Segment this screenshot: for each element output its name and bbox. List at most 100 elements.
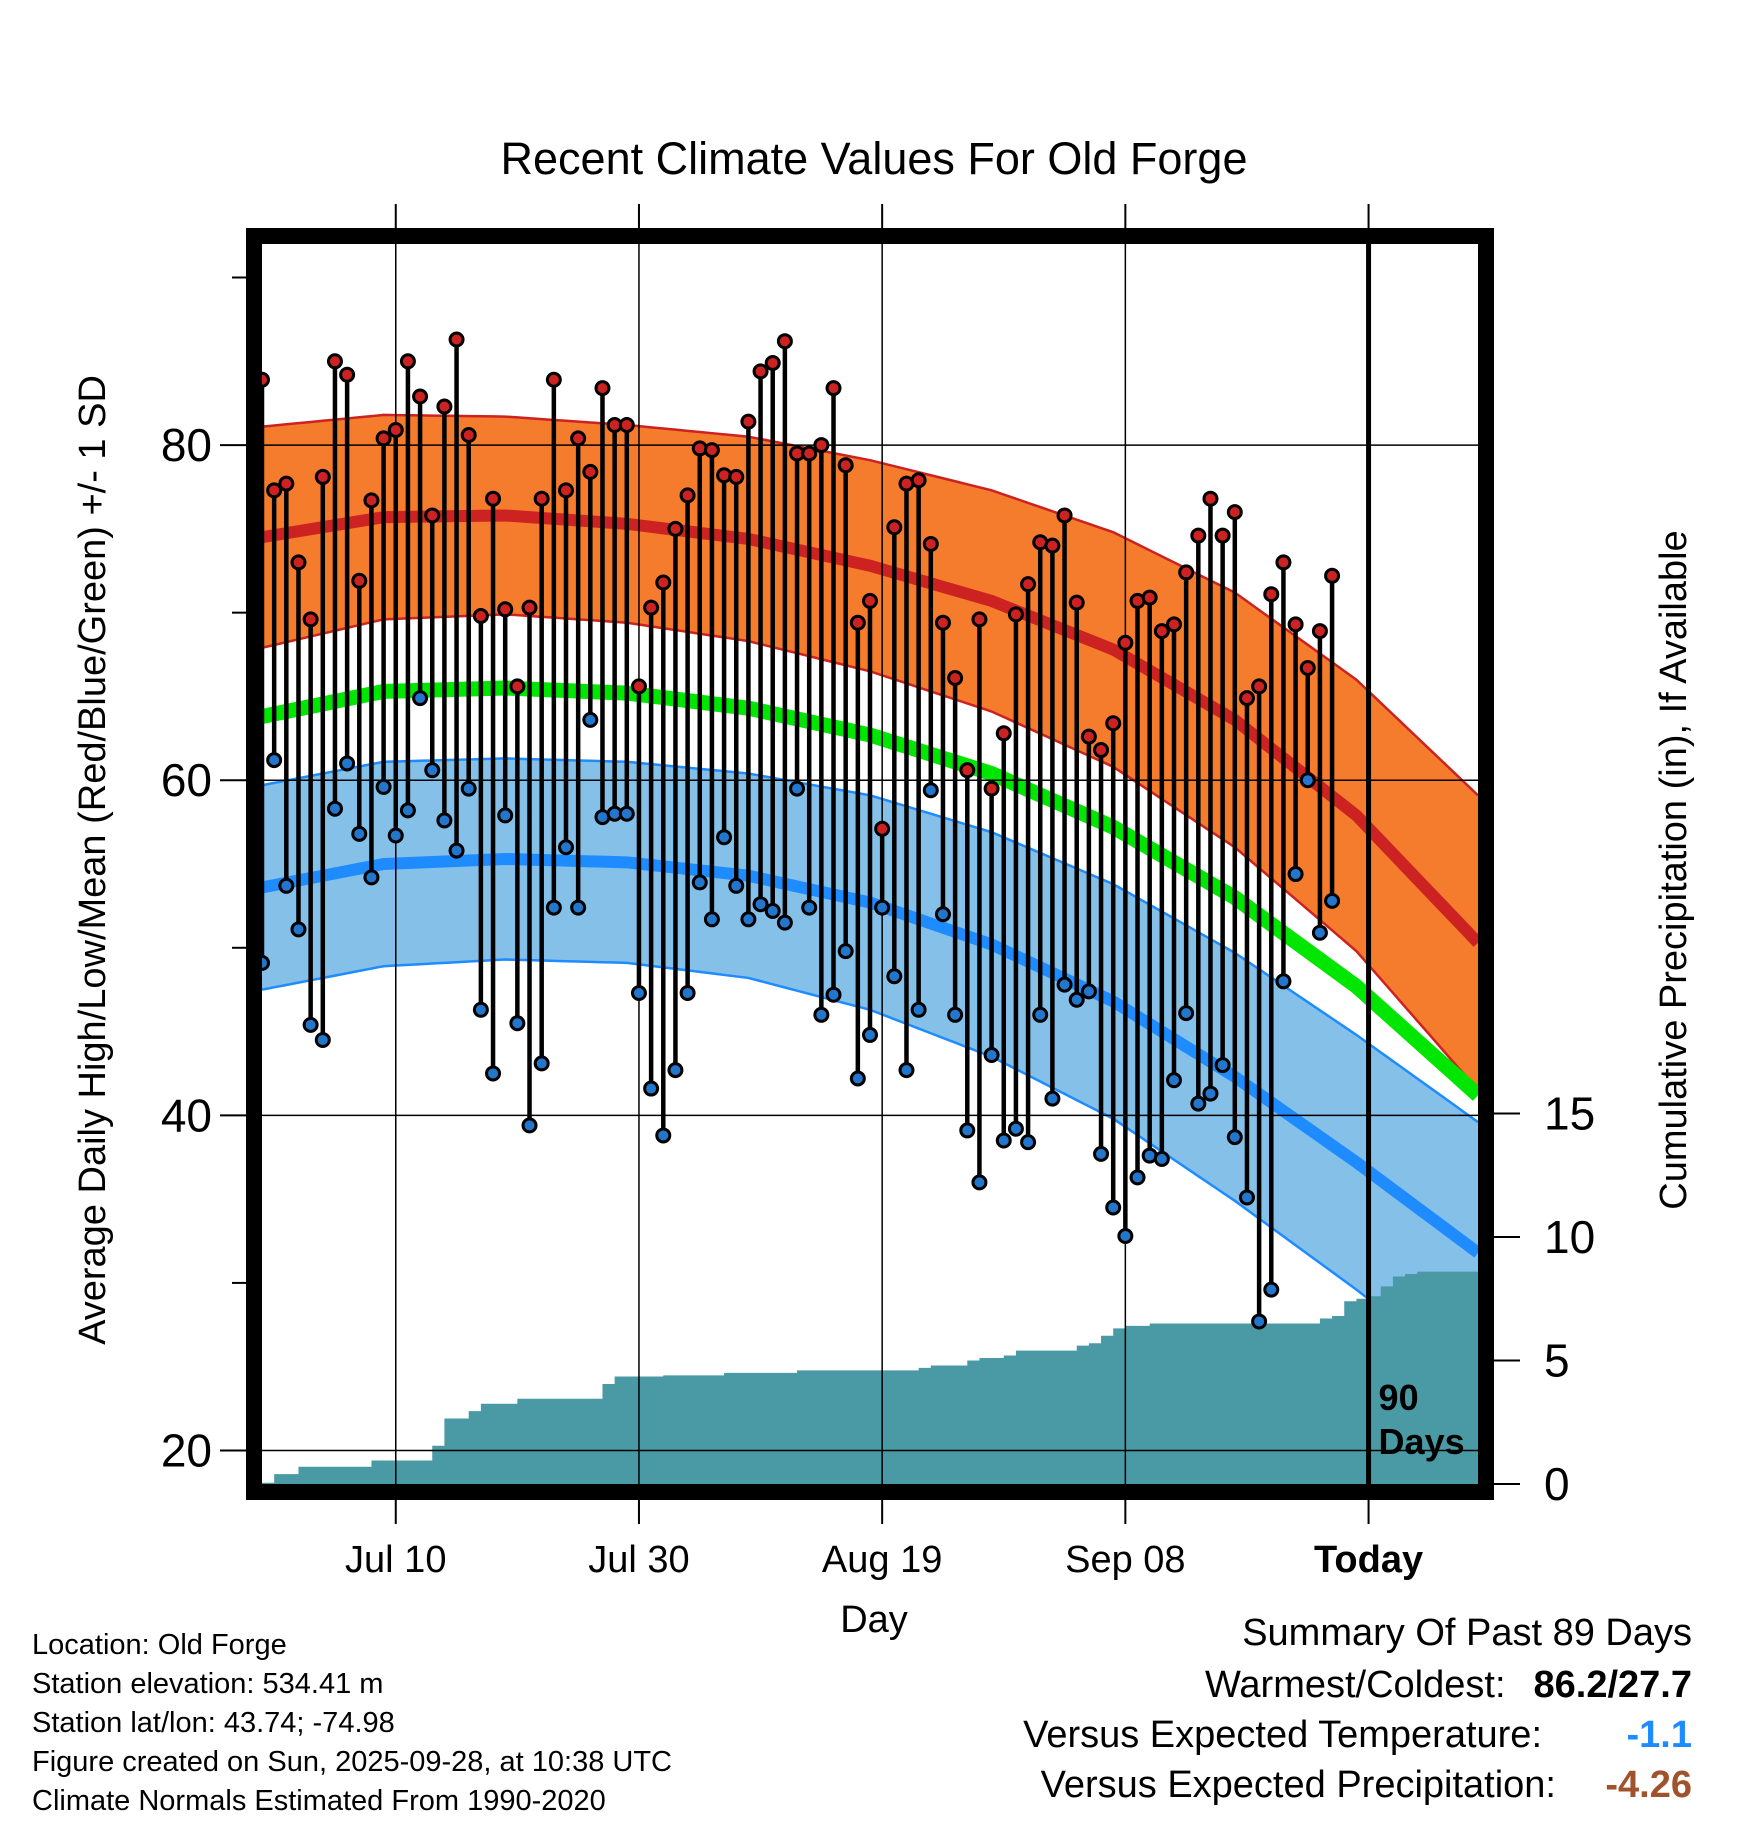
daily-low-point <box>643 1080 660 1097</box>
y2-tick-label: 5 <box>1544 1335 1570 1387</box>
daily-high-point <box>314 468 331 485</box>
daily-high-point <box>813 437 830 454</box>
daily-high-point <box>1020 576 1037 593</box>
daily-high-point <box>412 388 429 405</box>
daily-high-point <box>1202 490 1219 507</box>
daily-high-point <box>1153 623 1170 640</box>
daily-low-point <box>1007 1120 1024 1137</box>
daily-high-point <box>728 468 745 485</box>
x-tick-label: Jul 10 <box>345 1539 446 1581</box>
daily-high-point <box>266 482 283 499</box>
daily-low-point <box>375 778 392 795</box>
daily-high-point <box>922 535 939 552</box>
daily-low-point <box>910 1001 927 1018</box>
daily-high-point <box>971 611 988 628</box>
daily-high-point <box>1117 634 1134 651</box>
daily-high-point <box>655 574 672 591</box>
daily-high-point <box>703 442 720 459</box>
y2-axis-label: Cumulative Precipitation (in), If Availa… <box>1653 530 1695 1209</box>
daily-low-point <box>886 968 903 985</box>
daily-high-point <box>667 520 684 537</box>
daily-low-point <box>460 780 477 797</box>
daily-high-point <box>849 614 866 631</box>
daily-low-point <box>412 690 429 707</box>
today-days-number: 90 <box>1379 1377 1419 1418</box>
daily-low-point <box>752 896 769 913</box>
daily-high-point <box>874 820 891 837</box>
daily-low-point <box>558 839 574 856</box>
daily-low-point <box>995 1132 1012 1149</box>
normal-high-line <box>262 509 1478 947</box>
daily-low-point <box>1178 1005 1195 1022</box>
daily-high-point <box>618 416 635 433</box>
daily-low-point <box>1299 772 1316 789</box>
daily-low-point <box>262 954 270 971</box>
daily-high-point <box>643 599 660 616</box>
daily-low-point <box>630 985 647 1002</box>
daily-low-point <box>1056 976 1073 993</box>
daily-high-point <box>485 490 502 507</box>
daily-low-point <box>922 782 939 799</box>
daily-high-point <box>1226 504 1243 521</box>
daily-low-point <box>521 1117 538 1134</box>
daily-low-point <box>934 906 951 923</box>
daily-low-point <box>1129 1169 1146 1186</box>
y-tick-label: 20 <box>161 1424 212 1476</box>
daily-low-point <box>339 755 356 772</box>
footer-elevation: Station elevation: 534.41 m <box>32 1668 384 1700</box>
daily-high-point <box>947 670 964 686</box>
daily-high-point <box>1093 742 1110 759</box>
plot-frame <box>246 228 1494 1500</box>
daily-low-point <box>1287 866 1304 883</box>
summary-warmest-coldest: Warmest/Coldest: 86.2/27.7 <box>1205 1664 1692 1707</box>
daily-high-point <box>387 422 404 438</box>
daily-high-point <box>375 430 392 447</box>
daily-high-point <box>630 678 647 695</box>
daily-low-point <box>278 877 295 894</box>
daily-low-point <box>1032 1006 1049 1023</box>
y-tick-label: 80 <box>161 419 212 471</box>
daily-high-point <box>934 614 951 631</box>
daily-low-point <box>1214 1057 1231 1074</box>
daily-low-point <box>1238 1189 1255 1206</box>
daily-high-point <box>570 430 587 447</box>
daily-low-point <box>1093 1145 1110 1162</box>
daily-high-point <box>326 353 343 370</box>
daily-high-point <box>262 371 270 388</box>
summary-precipitation: Versus Expected Precipitation: -4.26 <box>1041 1764 1692 1807</box>
precip-vs-expected-value: -4.26 <box>1605 1764 1692 1806</box>
summary-title: Summary Of Past 89 Days <box>1242 1612 1692 1654</box>
daily-low-point <box>862 1026 878 1043</box>
daily-high-point <box>1311 623 1328 640</box>
daily-high-point <box>582 463 599 480</box>
daily-high-point <box>509 678 526 695</box>
daily-high-point <box>399 353 416 370</box>
daily-low-point <box>1190 1095 1207 1112</box>
daily-high-point <box>302 611 319 628</box>
warmest-coldest-label: Warmest/Coldest: <box>1204 1664 1506 1706</box>
daily-high-point <box>1056 507 1073 524</box>
daily-low-point <box>655 1127 672 1144</box>
daily-high-point <box>448 331 465 348</box>
footer-normals-note: Climate Normals Estimated From 1990-2020 <box>32 1785 606 1817</box>
today-days-word: Days <box>1379 1421 1465 1462</box>
daily-high-point <box>521 599 538 616</box>
daily-high-point <box>1190 527 1207 544</box>
temp-vs-expected-label: Versus Expected Temperature: <box>1023 1714 1542 1756</box>
daily-high-point <box>497 601 514 618</box>
daily-high-point <box>424 507 441 524</box>
daily-low-point <box>351 825 368 842</box>
daily-low-point <box>1044 1090 1061 1107</box>
daily-low-point <box>679 985 696 1002</box>
y-axis-label: Average Daily High/Low/Mean (Red/Blue/Gr… <box>72 375 114 1345</box>
daily-low-point <box>1080 983 1097 1000</box>
daily-high-point <box>472 608 489 624</box>
daily-high-point <box>1007 606 1024 623</box>
daily-low-point <box>302 1016 319 1033</box>
y-tick-label: 60 <box>161 754 212 806</box>
daily-low-point <box>703 911 720 928</box>
daily-high-point <box>1044 537 1061 554</box>
daily-low-point <box>266 752 283 769</box>
